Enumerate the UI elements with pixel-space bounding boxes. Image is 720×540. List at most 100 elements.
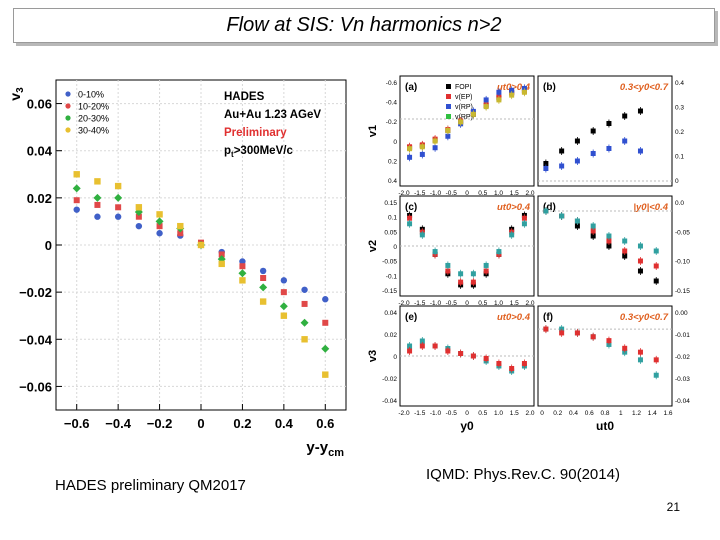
- panel-x-tick: -2.0: [398, 300, 410, 307]
- data-point: [419, 232, 425, 238]
- x-axis-label: y-ycm: [306, 439, 344, 459]
- data-point: [590, 128, 596, 134]
- data-point: [483, 268, 489, 274]
- panel-label: (a): [405, 82, 417, 93]
- data-point: [470, 279, 476, 285]
- panel-y-label: v3: [367, 350, 379, 362]
- data-point: [177, 230, 184, 237]
- panel-x-tick: 0.4: [569, 410, 578, 417]
- legend-label: FOPI: [455, 84, 471, 91]
- y-tick-label: −0.06: [19, 379, 52, 394]
- panel-x-tick: -1.0: [430, 190, 442, 197]
- panel-y-tick: 0: [675, 178, 679, 185]
- legend-label: v(RP): [455, 104, 473, 111]
- data-point: [73, 171, 80, 178]
- data-point: [238, 269, 247, 278]
- panel-x-label: ut0: [596, 419, 614, 433]
- data-point: [622, 253, 628, 259]
- data-point: [637, 349, 643, 355]
- data-point: [156, 230, 163, 237]
- data-point: [301, 336, 308, 343]
- data-point: [637, 357, 643, 363]
- panel-frame: [399, 305, 535, 407]
- x-tick-label: −0.4: [105, 416, 131, 431]
- data-point: [156, 211, 163, 218]
- data-point: [445, 133, 451, 139]
- data-point: [239, 258, 246, 265]
- legend-marker: [446, 104, 451, 109]
- data-point: [509, 87, 515, 93]
- data-point: [622, 238, 628, 244]
- panel-y-tick: -0.03: [675, 376, 690, 383]
- panel-y-tick: -0.04: [382, 398, 397, 405]
- annotation-text: Au+Au 1.23 AGeV: [224, 109, 321, 121]
- panel-label: (e): [405, 312, 417, 323]
- panel-label: (d): [543, 202, 556, 213]
- legend-marker: [446, 94, 451, 99]
- data-point: [300, 318, 309, 327]
- data-point: [574, 158, 580, 164]
- data-point: [521, 89, 527, 95]
- panel-y-tick: 0.4: [675, 80, 684, 87]
- data-point: [606, 338, 612, 344]
- data-point: [407, 154, 413, 160]
- data-point: [445, 262, 451, 268]
- legend-marker: [65, 115, 71, 121]
- panel-y-label: v1: [367, 125, 379, 137]
- data-point: [543, 208, 549, 214]
- panel-x-tick: 0: [465, 410, 469, 417]
- data-point: [114, 182, 122, 190]
- right-caption: IQMD: Phys.Rev.C. 90(2014): [426, 466, 620, 483]
- panel-y-tick: 0.1: [675, 154, 684, 161]
- x-tick-label: 0.6: [316, 416, 334, 431]
- panel-y-label: v2: [367, 240, 379, 252]
- panel-cut-label: |y0|<0.4: [633, 202, 668, 213]
- panel-x-tick: 0.2: [553, 410, 562, 417]
- data-point: [637, 243, 643, 249]
- data-point: [559, 330, 565, 336]
- panel-x-tick: -2.0: [398, 190, 410, 197]
- page-number: 21: [666, 500, 680, 514]
- data-point: [322, 296, 329, 303]
- data-point: [301, 286, 308, 293]
- panel-x-tick: -1.0: [430, 300, 442, 307]
- panel-frame: [537, 195, 673, 297]
- y-tick-label: −0.04: [19, 332, 53, 347]
- data-point: [94, 201, 101, 208]
- panel-x-tick: 0.5: [478, 410, 487, 417]
- panel-y-tick: 0.3: [675, 105, 684, 112]
- panel-y-tick: -0.02: [675, 354, 690, 361]
- data-point: [259, 283, 268, 292]
- legend-label: 20-30%: [78, 114, 109, 124]
- data-point: [590, 334, 596, 340]
- data-point: [197, 241, 205, 249]
- data-point: [114, 193, 123, 202]
- data-point: [574, 330, 580, 336]
- data-point: [407, 146, 413, 152]
- data-point: [559, 213, 565, 219]
- data-point: [239, 277, 246, 284]
- panel-x-tick: -1.0: [430, 410, 442, 417]
- data-point: [321, 344, 330, 353]
- panel-x-label: y0: [460, 419, 474, 433]
- data-point: [543, 166, 549, 171]
- legend-label: 0-10%: [78, 90, 104, 100]
- data-point: [543, 161, 549, 166]
- data-point: [521, 361, 527, 366]
- data-point: [574, 223, 580, 229]
- data-point: [407, 215, 413, 221]
- panel-y-tick: 0.05: [384, 229, 397, 236]
- data-point: [509, 232, 515, 238]
- panel-y-tick: 0.00: [675, 310, 688, 317]
- panel-x-tick: -0.5: [446, 410, 458, 417]
- panel-y-tick: -0.04: [675, 398, 690, 405]
- data-point: [483, 97, 489, 103]
- panel-y-tick: 0.2: [388, 158, 397, 165]
- data-point: [280, 277, 288, 284]
- panel-y-tick: 0.1: [388, 215, 397, 222]
- panel-x-tick: 1.6: [663, 410, 672, 417]
- data-point: [637, 108, 643, 114]
- data-point: [458, 279, 464, 285]
- data-point: [259, 298, 267, 305]
- y-tick-label: 0.06: [27, 97, 52, 112]
